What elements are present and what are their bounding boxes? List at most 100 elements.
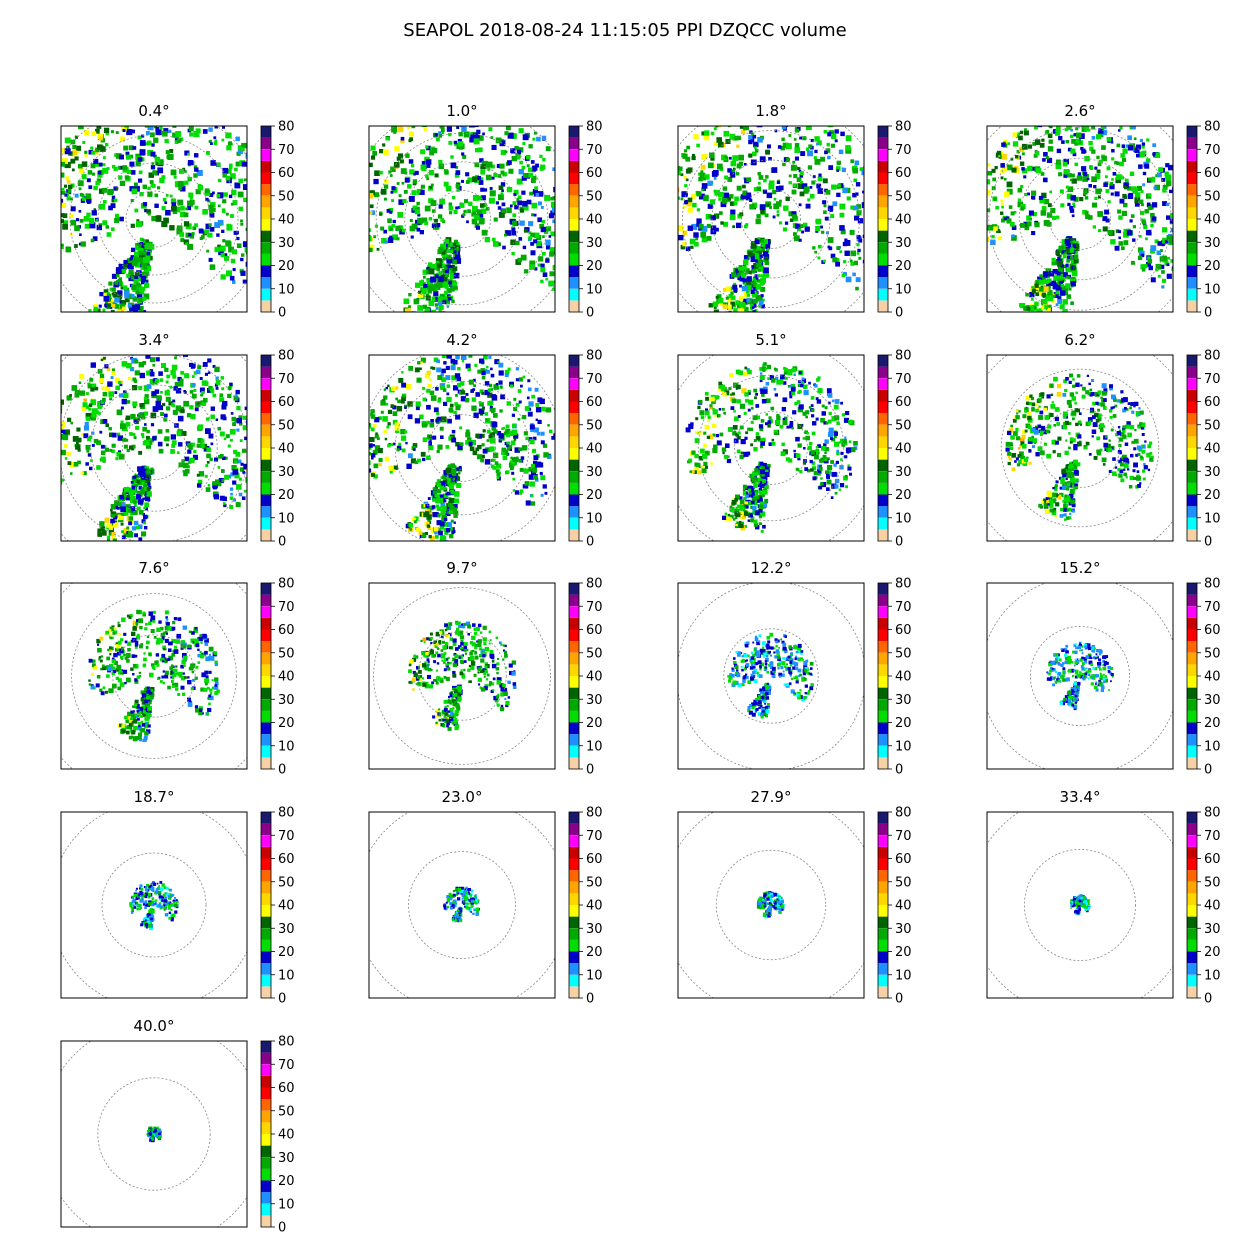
echo-cell	[515, 367, 520, 371]
echo-cell	[1069, 208, 1075, 213]
echo-cell	[736, 315, 741, 320]
echo-cell	[510, 239, 516, 246]
echo-cell	[1182, 218, 1187, 223]
echo-cell	[432, 496, 438, 502]
echo-cell	[699, 172, 706, 179]
echo-cell	[232, 280, 236, 284]
echo-cell	[130, 546, 134, 550]
echo-cell	[129, 154, 134, 159]
echo-cell	[486, 369, 490, 374]
echo-cell	[532, 448, 537, 453]
echo-cell	[1131, 126, 1136, 130]
echo-cell	[435, 307, 439, 310]
echo-cell	[1066, 193, 1073, 200]
echo-cell	[453, 210, 458, 215]
echo-cell	[415, 406, 420, 411]
echo-cell	[76, 442, 79, 445]
echo-cell	[684, 184, 688, 188]
echo-cell	[220, 252, 225, 258]
echo-cell	[550, 201, 555, 208]
echo-cell	[385, 402, 389, 406]
echo-cell	[487, 117, 492, 122]
echo-cell	[158, 448, 164, 454]
echo-cell	[493, 108, 498, 113]
echo-cell	[748, 153, 753, 158]
echo-cell	[441, 355, 446, 359]
echo-cell	[441, 249, 446, 253]
echo-cell	[93, 149, 99, 155]
echo-cell	[504, 233, 507, 237]
colorbar-bin	[1187, 242, 1197, 254]
echo-cell	[190, 414, 196, 420]
echo-cell	[459, 351, 462, 354]
echo-cell	[734, 196, 739, 202]
echo-cell	[693, 232, 699, 238]
echo-cell	[867, 183, 871, 187]
echo-cell	[432, 148, 438, 154]
echo-cell	[501, 451, 505, 455]
echo-cell	[227, 393, 232, 399]
echo-cell	[535, 406, 542, 413]
echo-cell	[141, 271, 148, 278]
echo-cell	[1020, 184, 1024, 188]
echo-cell	[487, 388, 492, 392]
echo-cell	[398, 442, 402, 446]
echo-cell	[256, 207, 261, 212]
echo-cell	[439, 525, 445, 530]
echo-cell	[788, 181, 792, 185]
echo-cell	[107, 538, 111, 541]
echo-cell	[487, 167, 491, 171]
echo-cell	[124, 175, 129, 180]
echo-cell	[82, 471, 87, 476]
echo-cell	[1151, 176, 1156, 181]
figure-title: SEAPOL 2018-08-24 11:15:05 PPI DZQCC vol…	[403, 20, 847, 41]
echo-cell	[131, 129, 135, 134]
echo-cell	[161, 363, 166, 368]
echo-cell	[1166, 235, 1173, 241]
echo-cell	[429, 378, 432, 382]
echo-cell	[67, 461, 72, 465]
echo-cell	[177, 180, 184, 187]
echo-cell	[715, 295, 719, 299]
echo-cell	[88, 149, 94, 155]
echo-cell	[74, 193, 79, 198]
echo-cell	[459, 381, 465, 386]
echo-cell	[107, 314, 110, 317]
echo-cell	[540, 263, 545, 268]
echo-cell	[687, 207, 693, 213]
echo-cell	[511, 251, 515, 256]
echo-cell	[396, 156, 401, 161]
echo-cell	[1000, 176, 1004, 180]
colorbar-tick-label: 30	[586, 236, 603, 251]
echo-cell	[180, 211, 186, 218]
echo-cell	[134, 359, 139, 364]
echo-cell	[137, 418, 141, 422]
colorbar-bin	[261, 413, 271, 425]
echo-cell	[1102, 216, 1108, 222]
echo-cell	[369, 211, 373, 215]
echo-cell	[438, 530, 443, 536]
echo-cell	[189, 196, 193, 200]
echo-cell	[165, 380, 169, 384]
echo-cell	[687, 225, 693, 231]
echo-cell	[161, 221, 168, 228]
echo-cell	[490, 438, 495, 443]
echo-cell	[1000, 211, 1004, 215]
echo-cell	[1070, 281, 1076, 287]
echo-cell	[1050, 207, 1056, 214]
colorbar-bin	[261, 529, 271, 541]
echo-cell	[389, 227, 393, 231]
echo-cell	[758, 300, 764, 306]
echo-cell	[207, 232, 213, 238]
echo-cell	[1082, 148, 1086, 152]
echo-cell	[142, 361, 147, 365]
echo-cell	[70, 206, 76, 212]
echo-cell	[146, 469, 152, 475]
echo-cell	[228, 141, 232, 146]
echo-cell	[491, 164, 495, 169]
echo-cell	[194, 223, 198, 228]
colorbar-bin	[878, 149, 888, 161]
echo-cell	[364, 175, 368, 179]
echo-cell	[139, 319, 144, 324]
echo-cell	[103, 322, 108, 327]
